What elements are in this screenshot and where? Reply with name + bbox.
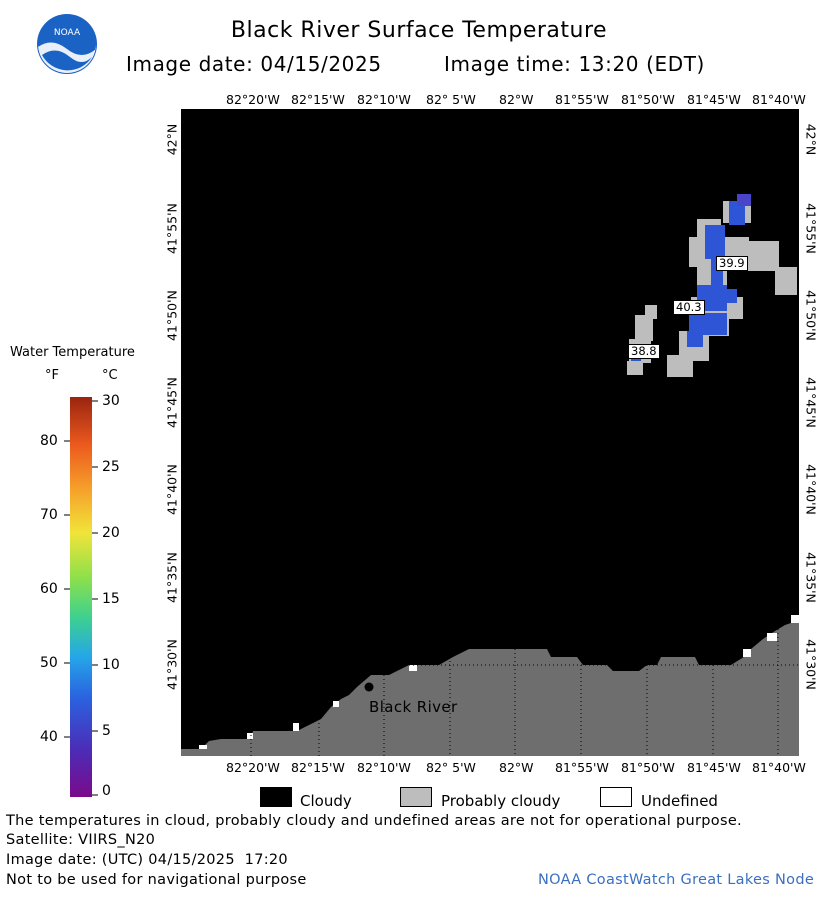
colorbar-f-tick: 60	[40, 581, 58, 597]
place-label-black-river: Black River	[369, 698, 458, 716]
lat-tick-left: 41°50'N	[164, 290, 180, 341]
lat-tick-right: 41°40'N	[803, 464, 819, 515]
image-date: Image date: 04/15/2025	[126, 52, 382, 76]
black-river-marker	[364, 682, 374, 692]
colorbar-gradient	[70, 397, 92, 797]
lon-tick-bottom: 82°W	[499, 760, 534, 775]
noaa-logo: NOAA	[37, 14, 97, 74]
colorbar-title: Water Temperature	[10, 345, 135, 360]
utc-date-text: Image date: (UTC) 04/15/2025 17:20	[6, 852, 288, 868]
lon-tick-bottom: 82°20'W	[226, 760, 280, 775]
logo-text: NOAA	[54, 28, 81, 38]
satellite-text: Satellite: VIIRS_N20	[6, 832, 156, 848]
water-temperature-pixel-violet	[737, 194, 751, 206]
colorbar-f-tick: 70	[40, 507, 58, 523]
land-area	[181, 621, 799, 756]
legend-swatch-probably-cloudy	[400, 787, 432, 807]
lon-tick-bottom: 81°45'W	[687, 760, 741, 775]
lon-tick-top: 81°45'W	[687, 92, 741, 107]
lon-tick-bottom: 82°15'W	[291, 760, 345, 775]
map-panel	[181, 109, 799, 756]
legend-swatch-cloudy	[260, 787, 292, 807]
lon-tick-top: 81°40'W	[752, 92, 806, 107]
credit-text: NOAA CoastWatch Great Lakes Node	[538, 872, 815, 888]
lat-tick-right: 41°50'N	[803, 290, 819, 341]
lon-tick-top: 82°20'W	[226, 92, 280, 107]
lat-tick-right: 41°45'N	[803, 377, 819, 428]
legend-label-cloudy: Cloudy	[300, 792, 352, 810]
lon-tick-bottom: 82°10'W	[357, 760, 411, 775]
colorbar-c-tick: 10	[102, 657, 120, 673]
colorbar-c-tick: 15	[102, 591, 120, 607]
temp-label: 40.3	[673, 300, 705, 315]
colorbar-c-tick: 25	[102, 459, 120, 475]
navigation-warning: Not to be used for navigational purpose	[6, 872, 307, 888]
temp-label: 38.8	[628, 344, 660, 359]
lon-tick-bottom: 82° 5'W	[426, 760, 476, 775]
image-time: Image time: 13:20 (EDT)	[444, 52, 705, 76]
colorbar-c-tick: 5	[102, 723, 111, 739]
colorbar-c-tick: 20	[102, 525, 120, 541]
lat-tick-right: 42°N	[803, 123, 819, 156]
lat-tick-left: 42°N	[164, 123, 180, 156]
colorbar-f-tick: 80	[40, 433, 58, 449]
undefined-areas	[199, 615, 799, 749]
legend-label-undefined: Undefined	[641, 792, 718, 810]
lat-tick-right: 41°35'N	[803, 552, 819, 603]
disclaimer-text: The temperatures in cloud, probably clou…	[6, 813, 742, 829]
map-title: Black River Surface Temperature	[230, 18, 608, 43]
lat-tick-left: 41°45'N	[164, 377, 180, 428]
colorbar-ticks	[64, 400, 98, 796]
temp-label: 39.9	[716, 256, 748, 271]
lon-tick-top: 82°10'W	[357, 92, 411, 107]
lat-tick-left: 41°30'N	[164, 639, 180, 690]
colorbar-c-tick: 0	[102, 783, 111, 799]
legend-label-probably-cloudy: Probably cloudy	[441, 792, 561, 810]
lon-tick-top: 82°15'W	[291, 92, 345, 107]
lat-tick-left: 41°35'N	[164, 552, 180, 603]
lat-tick-right: 41°30'N	[803, 639, 819, 690]
colorbar-c-tick: 30	[102, 393, 120, 409]
lon-tick-bottom: 81°50'W	[621, 760, 675, 775]
lon-tick-top: 82° 5'W	[426, 92, 476, 107]
lon-tick-top: 81°50'W	[621, 92, 675, 107]
colorbar-f-tick: 40	[40, 729, 58, 745]
water-temperature-pixels	[631, 201, 745, 361]
lat-tick-right: 41°55'N	[803, 203, 819, 254]
lon-tick-bottom: 81°40'W	[752, 760, 806, 775]
lat-tick-left: 41°55'N	[164, 203, 180, 254]
lon-tick-bottom: 81°55'W	[555, 760, 609, 775]
lon-tick-top: 81°55'W	[555, 92, 609, 107]
lat-tick-left: 41°40'N	[164, 464, 180, 515]
legend-swatch-undefined	[600, 787, 632, 807]
graticule	[181, 629, 799, 756]
cloud-cover	[181, 109, 799, 756]
colorbar-unit-c: °C	[102, 368, 118, 383]
lon-tick-top: 82°W	[499, 92, 534, 107]
colorbar-f-tick: 50	[40, 655, 58, 671]
colorbar-unit-f: °F	[45, 368, 59, 383]
